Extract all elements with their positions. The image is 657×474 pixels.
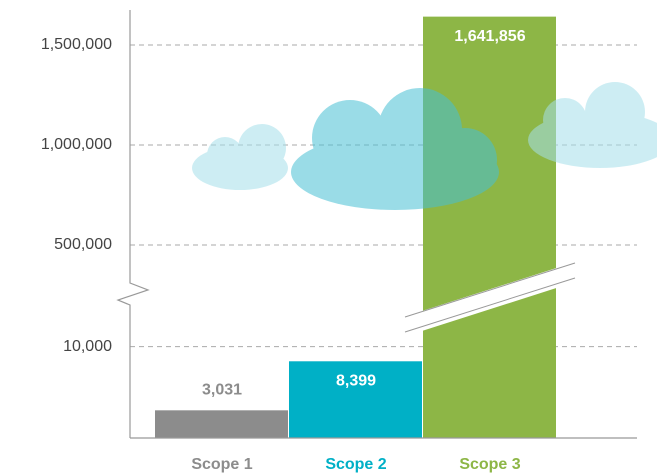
value-label: 3,031: [202, 382, 242, 399]
x-tick-label: Scope 2: [325, 456, 386, 473]
x-tick-label: Scope 1: [191, 456, 252, 473]
bar: [155, 410, 288, 438]
y-tick-label: 500,000: [54, 236, 112, 253]
value-label: 8,399: [336, 373, 376, 390]
bar: [423, 16, 556, 439]
y-axis: [116, 10, 150, 438]
bars: [155, 16, 556, 439]
y-tick-label: 1,500,000: [41, 36, 112, 53]
value-label: 1,641,856: [454, 28, 525, 45]
x-tick-label: Scope 3: [459, 456, 520, 473]
axis-break-line: [404, 262, 576, 318]
axis-break-band: [400, 262, 575, 338]
y-tick-label: 1,000,000: [41, 136, 112, 153]
axis-break-line: [404, 277, 576, 333]
bar: [289, 361, 422, 438]
y-tick-label: 10,000: [63, 338, 112, 355]
clouds: [192, 82, 657, 210]
